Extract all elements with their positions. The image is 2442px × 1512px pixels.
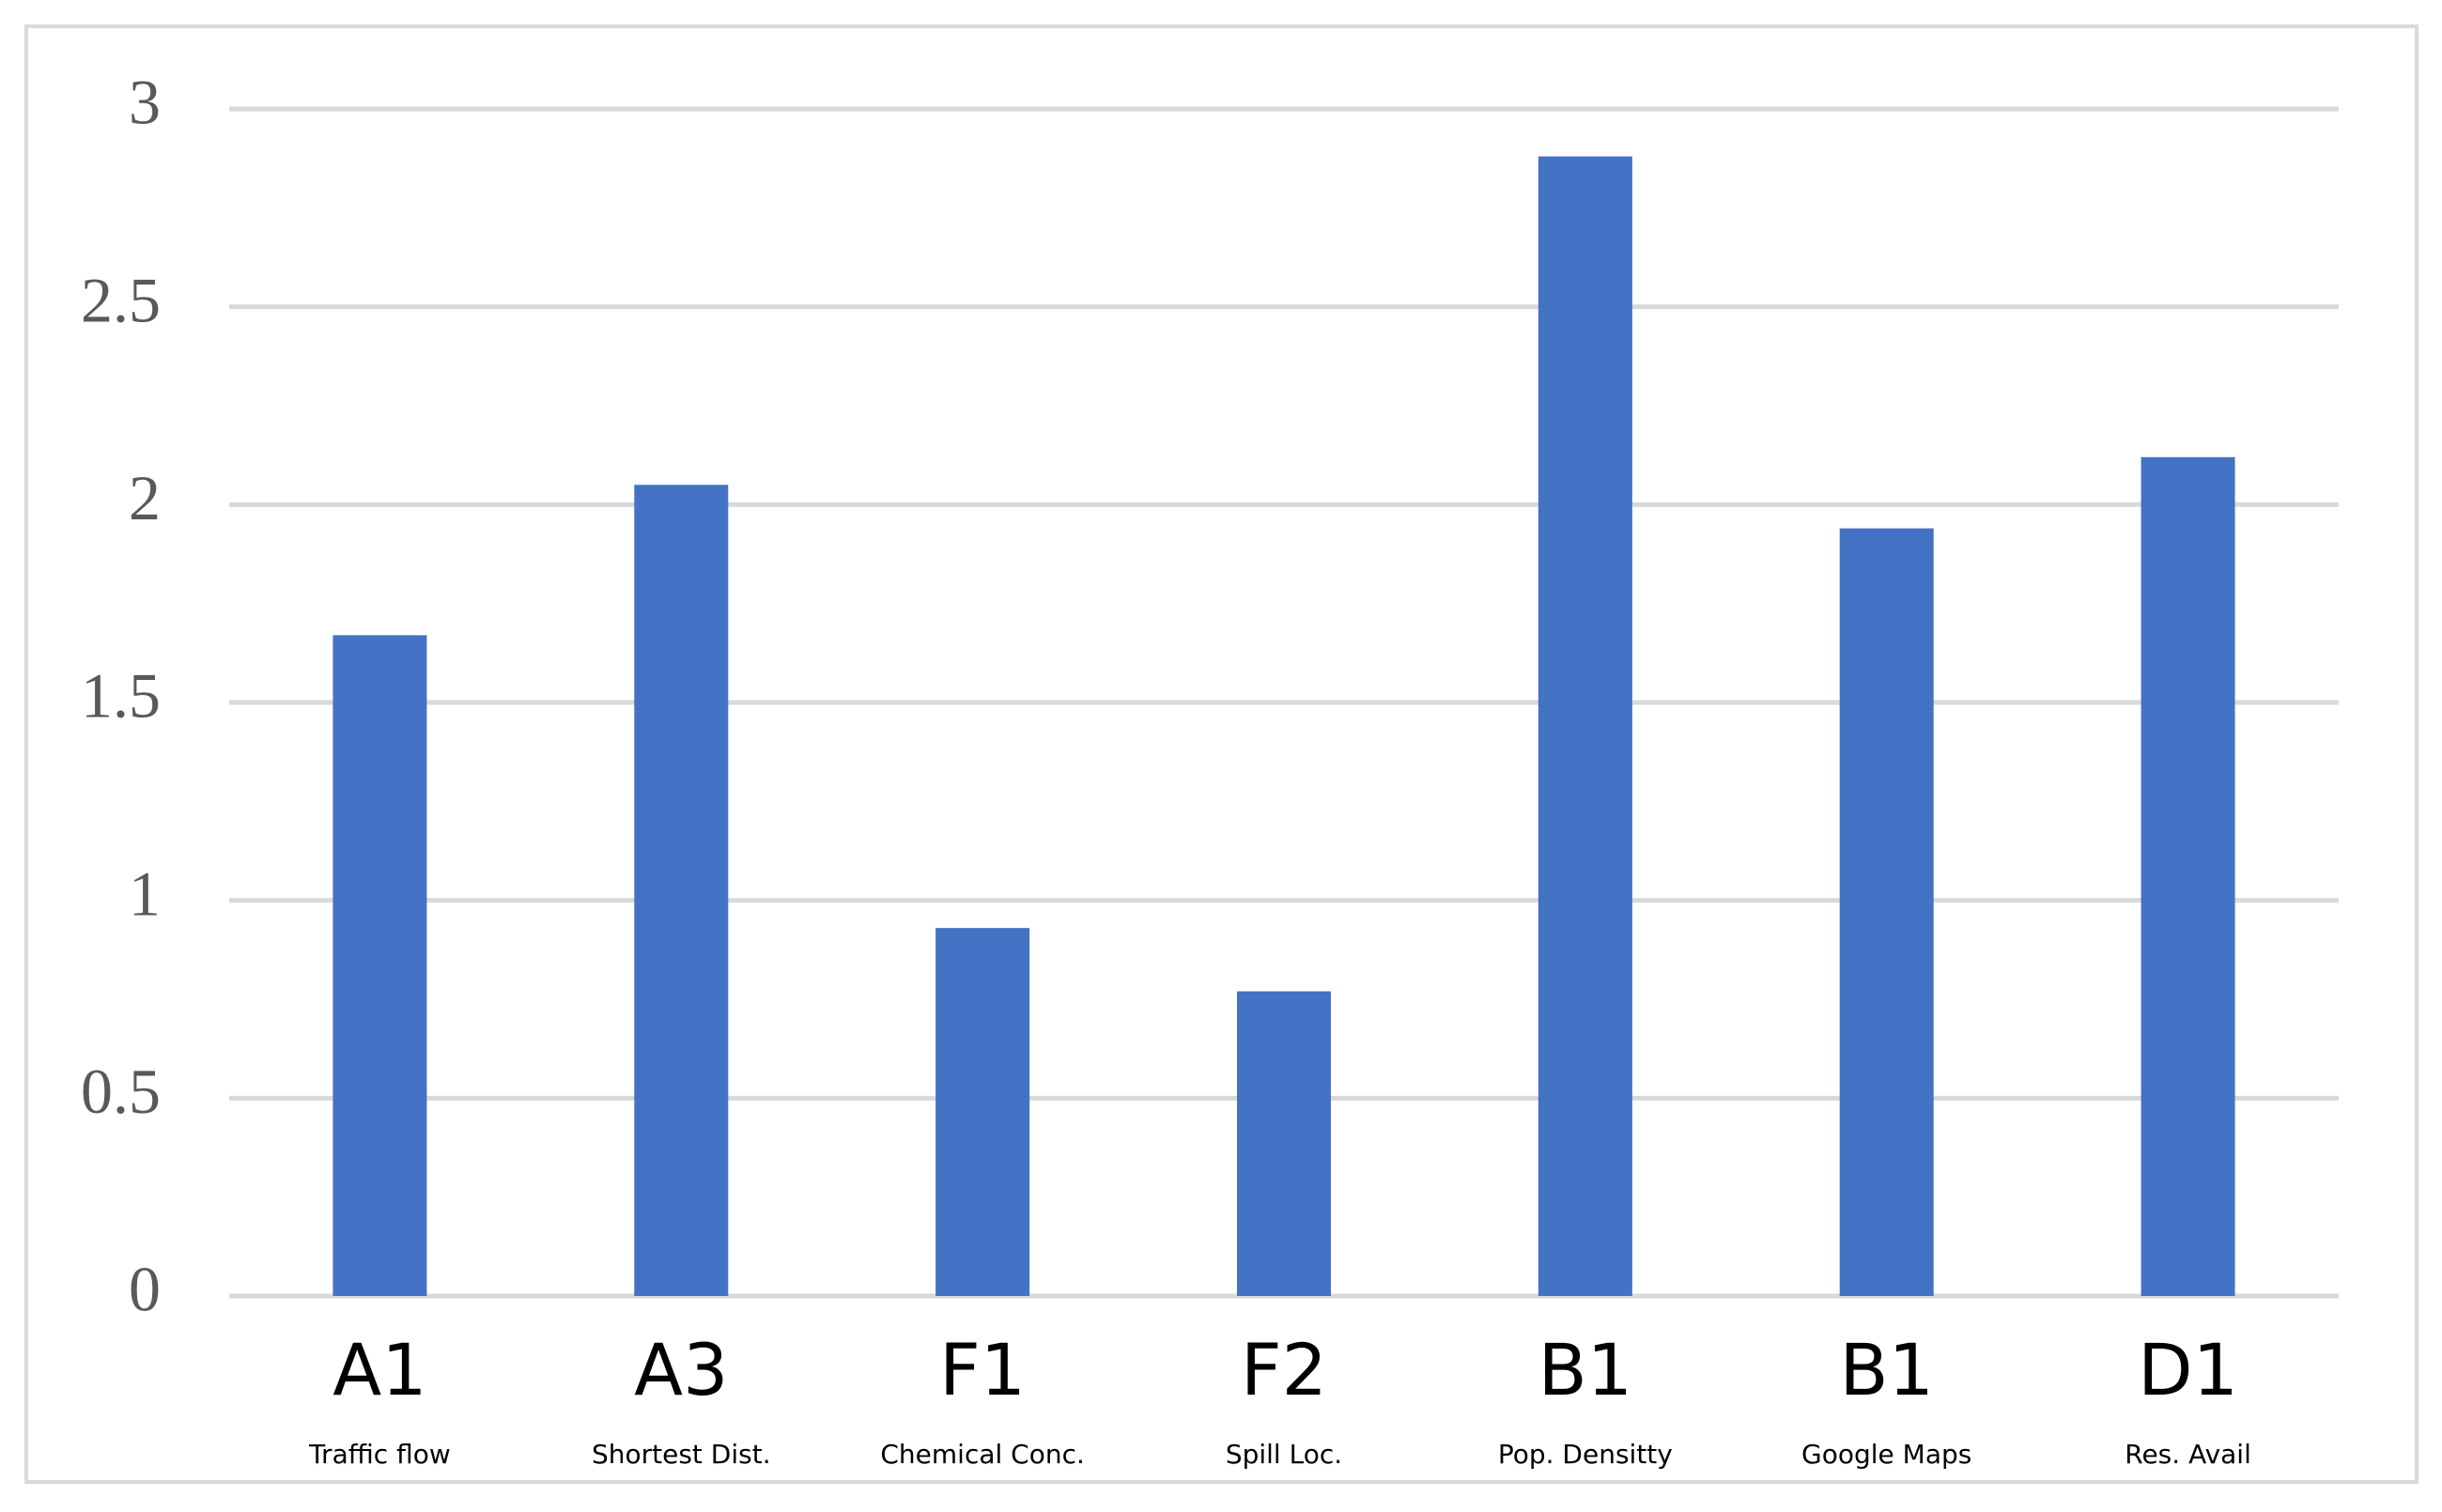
y-tick-label: 1	[129, 857, 161, 929]
x-tick-label: A1	[332, 1328, 426, 1412]
bar	[1538, 156, 1632, 1296]
y-tick-label: 0	[129, 1254, 161, 1325]
x-tick-description: Traffic flow	[308, 1439, 451, 1470]
bar	[935, 928, 1030, 1296]
bar	[634, 485, 729, 1296]
y-tick-label: 2.5	[81, 264, 161, 335]
x-tick-label: B1	[1538, 1328, 1633, 1412]
x-tick-label: B1	[1839, 1328, 1934, 1412]
y-tick-label: 2	[129, 462, 161, 533]
x-tick-description: Spill Loc.	[1226, 1439, 1342, 1470]
x-tick-label: D1	[2138, 1328, 2238, 1412]
y-tick-label: 0.5	[81, 1056, 161, 1127]
bar	[1839, 528, 1934, 1296]
x-tick-description: Chemical Conc.	[880, 1439, 1085, 1470]
x-tick-description: Res. Avail	[2125, 1439, 2251, 1470]
y-tick-label: 1.5	[81, 660, 161, 732]
x-tick-description: Google Maps	[1801, 1439, 1971, 1470]
bar	[2141, 456, 2235, 1297]
x-tick-label: A3	[634, 1328, 728, 1412]
x-tick-label: F2	[1241, 1328, 1327, 1412]
x-tick-label: F1	[939, 1328, 1026, 1412]
bar	[332, 635, 427, 1296]
x-tick-description: Pop. Densitty	[1498, 1439, 1673, 1470]
y-tick-label: 3	[129, 67, 161, 138]
x-tick-description: Shortest Dist.	[592, 1439, 771, 1470]
bar	[1237, 991, 1331, 1296]
